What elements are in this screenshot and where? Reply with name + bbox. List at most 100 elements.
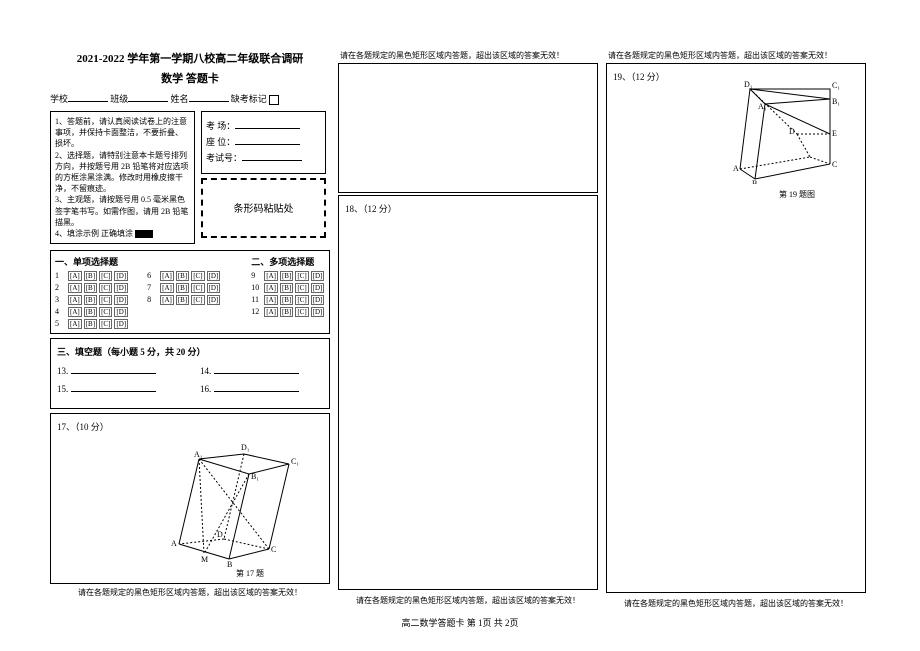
single-choice-grid: 1[A][B][C][D]2[A][B][C][D]3[A][B][C][D]4… — [55, 271, 221, 329]
option-bubble[interactable]: [B] — [84, 319, 97, 329]
option-bubble[interactable]: [A] — [264, 283, 278, 293]
option-bubble[interactable]: [D] — [114, 319, 128, 329]
examno-field[interactable] — [242, 160, 302, 161]
choice-row-2: 2[A][B][C][D] — [55, 283, 129, 293]
qnum: 3 — [55, 295, 67, 304]
option-bubble[interactable]: [D] — [207, 295, 221, 305]
option-bubble[interactable]: [B] — [280, 295, 293, 305]
option-bubble[interactable]: [A] — [68, 307, 82, 317]
qnum: 10 — [251, 283, 263, 292]
option-bubble[interactable]: [D] — [114, 283, 128, 293]
qnum: 4 — [55, 307, 67, 316]
column-3: 请在各题规定的黑色矩形区域内答题，超出该区域的答案无效！ 19、（12 分） — [606, 50, 866, 600]
option-bubble[interactable]: [C] — [295, 283, 308, 293]
option-bubble[interactable]: [C] — [99, 319, 112, 329]
exam-fields-box: 考 场： 座 位： 考试号： — [201, 111, 326, 174]
option-bubble[interactable]: [A] — [160, 295, 174, 305]
option-bubble[interactable]: [A] — [68, 271, 82, 281]
option-bubble[interactable]: [B] — [280, 271, 293, 281]
option-bubble[interactable]: [C] — [99, 271, 112, 281]
class-field[interactable] — [128, 101, 168, 102]
warning-col3-top: 请在各题规定的黑色矩形区域内答题，超出该区域的答案无效！ — [606, 50, 866, 61]
warning-col2-top: 请在各题规定的黑色矩形区域内答题，超出该区域的答案无效！ — [338, 50, 598, 61]
exam-info-column: 考 场： 座 位： 考试号： 条形码粘贴处 — [201, 111, 326, 244]
option-bubble[interactable]: [C] — [191, 283, 204, 293]
q15-field[interactable] — [71, 391, 156, 392]
option-bubble[interactable]: [C] — [295, 295, 308, 305]
fig19-caption: 第 19 题图 — [779, 189, 815, 200]
option-bubble[interactable]: [D] — [311, 271, 325, 281]
option-bubble[interactable]: [D] — [207, 283, 221, 293]
option-bubble[interactable]: [C] — [99, 295, 112, 305]
figure-19-diagram: D₁ C₁ B₁ A₁ D E C A B — [730, 74, 850, 184]
qnum: 2 — [55, 283, 67, 292]
q17-continued[interactable] — [338, 63, 598, 193]
exam-number-row: 考试号： — [206, 150, 321, 166]
q13-field[interactable] — [71, 373, 156, 374]
barcode-label: 条形码粘贴处 — [234, 200, 294, 215]
name-field[interactable] — [189, 101, 229, 102]
qnum: 7 — [147, 283, 159, 292]
option-bubble[interactable]: [C] — [295, 307, 308, 317]
option-bubble[interactable]: [A] — [160, 271, 174, 281]
choice-row-5: 5[A][B][C][D] — [55, 319, 129, 329]
warning-col2: 请在各题规定的黑色矩形区域内答题，超出该区域的答案无效！ — [338, 593, 598, 608]
option-bubble[interactable]: [B] — [176, 271, 189, 281]
option-bubble[interactable]: [D] — [207, 271, 221, 281]
option-bubble[interactable]: [D] — [114, 271, 128, 281]
option-bubble[interactable]: [D] — [114, 307, 128, 317]
option-bubble[interactable]: [D] — [311, 307, 325, 317]
option-bubble[interactable]: [B] — [84, 271, 97, 281]
option-bubble[interactable]: [A] — [264, 307, 278, 317]
qnum: 6 — [147, 271, 159, 280]
option-bubble[interactable]: [D] — [311, 295, 325, 305]
option-bubble[interactable]: [A] — [68, 295, 82, 305]
option-bubble[interactable]: [B] — [84, 307, 97, 317]
instruction-1: 1、答题前，请认真阅读试卷上的注意事项，并保持卡面整洁，不要折叠、损坏。 — [55, 116, 190, 150]
svg-text:C₁: C₁ — [291, 457, 299, 466]
option-bubble[interactable]: [B] — [176, 295, 189, 305]
room-field[interactable] — [235, 128, 300, 129]
q18-box[interactable]: 18、（12 分） — [338, 195, 598, 590]
seat-field[interactable] — [235, 144, 300, 145]
choice-row-12: 12[A][B][C][D] — [251, 307, 325, 317]
warning-col3: 请在各题规定的黑色矩形区域内答题，超出该区域的答案无效！ — [606, 596, 866, 611]
option-bubble[interactable]: [A] — [68, 319, 82, 329]
option-bubble[interactable]: [C] — [295, 271, 308, 281]
q14-field[interactable] — [214, 373, 299, 374]
option-bubble[interactable]: [B] — [280, 283, 293, 293]
option-bubble[interactable]: [A] — [160, 283, 174, 293]
q19-box[interactable]: 19、（12 分） D₁ — [606, 63, 866, 593]
svg-text:C₁: C₁ — [832, 81, 840, 90]
svg-text:D₁: D₁ — [744, 80, 753, 89]
main-title: 2021-2022 学年第一学期八校高二年级联合调研 — [50, 50, 330, 66]
option-bubble[interactable]: [C] — [191, 271, 204, 281]
option-bubble[interactable]: [B] — [280, 307, 293, 317]
option-bubble[interactable]: [B] — [176, 283, 189, 293]
school-label: 学校 — [50, 94, 68, 104]
svg-text:D₁: D₁ — [241, 443, 250, 452]
q16-field[interactable] — [214, 391, 299, 392]
option-bubble[interactable]: [A] — [264, 295, 278, 305]
option-bubble[interactable]: [B] — [84, 283, 97, 293]
option-bubble[interactable]: [A] — [264, 271, 278, 281]
option-bubble[interactable]: [C] — [99, 283, 112, 293]
subtitle: 数学 答题卡 — [50, 70, 330, 86]
multi-choice-title: 二、多项选择题 — [251, 255, 325, 268]
svg-text:A: A — [171, 539, 177, 548]
option-bubble[interactable]: [A] — [68, 283, 82, 293]
choice-section: 一、单项选择题 1[A][B][C][D]2[A][B][C][D]3[A][B… — [50, 250, 330, 334]
school-field[interactable] — [68, 101, 108, 102]
svg-text:A₁: A₁ — [758, 102, 767, 111]
option-bubble[interactable]: [C] — [99, 307, 112, 317]
absent-checkbox[interactable] — [269, 95, 279, 105]
svg-text:B: B — [752, 179, 757, 184]
option-bubble[interactable]: [D] — [311, 283, 325, 293]
option-bubble[interactable]: [D] — [114, 295, 128, 305]
choice-row-9: 9[A][B][C][D] — [251, 271, 325, 281]
option-bubble[interactable]: [B] — [84, 295, 97, 305]
svg-text:B: B — [227, 560, 232, 569]
page-footer: 高二数学答题卡 第 1页 共 2页 — [0, 616, 920, 629]
svg-text:D: D — [789, 127, 795, 136]
option-bubble[interactable]: [C] — [191, 295, 204, 305]
